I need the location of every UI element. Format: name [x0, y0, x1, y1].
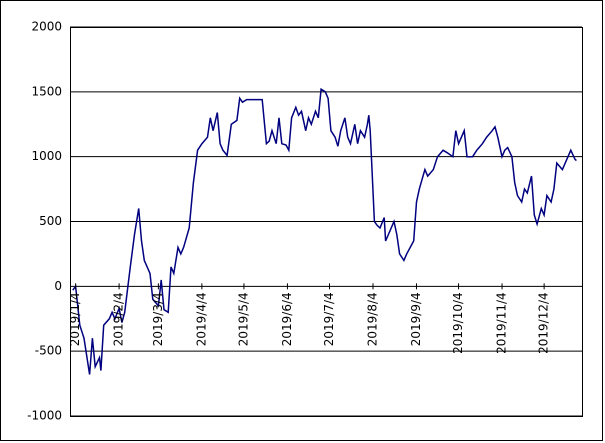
x-tick-label: 2019/4/4	[194, 292, 208, 346]
x-tick-label: 2019/11/4	[495, 292, 509, 354]
x-tick-label: 2019/8/4	[365, 292, 379, 346]
y-tick-label: -500	[35, 344, 62, 358]
line-series	[72, 87, 577, 375]
x-tick-label: 2019/7/4	[322, 292, 336, 346]
x-tick-label: 2019/3/4	[151, 292, 165, 346]
x-tick-label: 2019/2/4	[112, 292, 126, 346]
y-tick-label: 0	[54, 279, 62, 293]
x-tick-label: 2019/12/4	[537, 292, 551, 354]
y-tick-label: 2000	[31, 20, 62, 34]
y-tick-label: 1500	[31, 84, 62, 98]
y-tick-label: -1000	[27, 409, 62, 423]
x-tick-label: 2019/10/4	[451, 292, 465, 354]
x-tick-label: 2019/9/4	[409, 292, 423, 346]
x-tick-label: 2019/6/4	[280, 292, 294, 346]
y-tick-label: 500	[39, 214, 62, 228]
x-tick-label: 2019/1/4	[68, 292, 82, 346]
x-tick-label: 2019/5/4	[236, 292, 250, 346]
y-tick-label: 1000	[31, 149, 62, 163]
